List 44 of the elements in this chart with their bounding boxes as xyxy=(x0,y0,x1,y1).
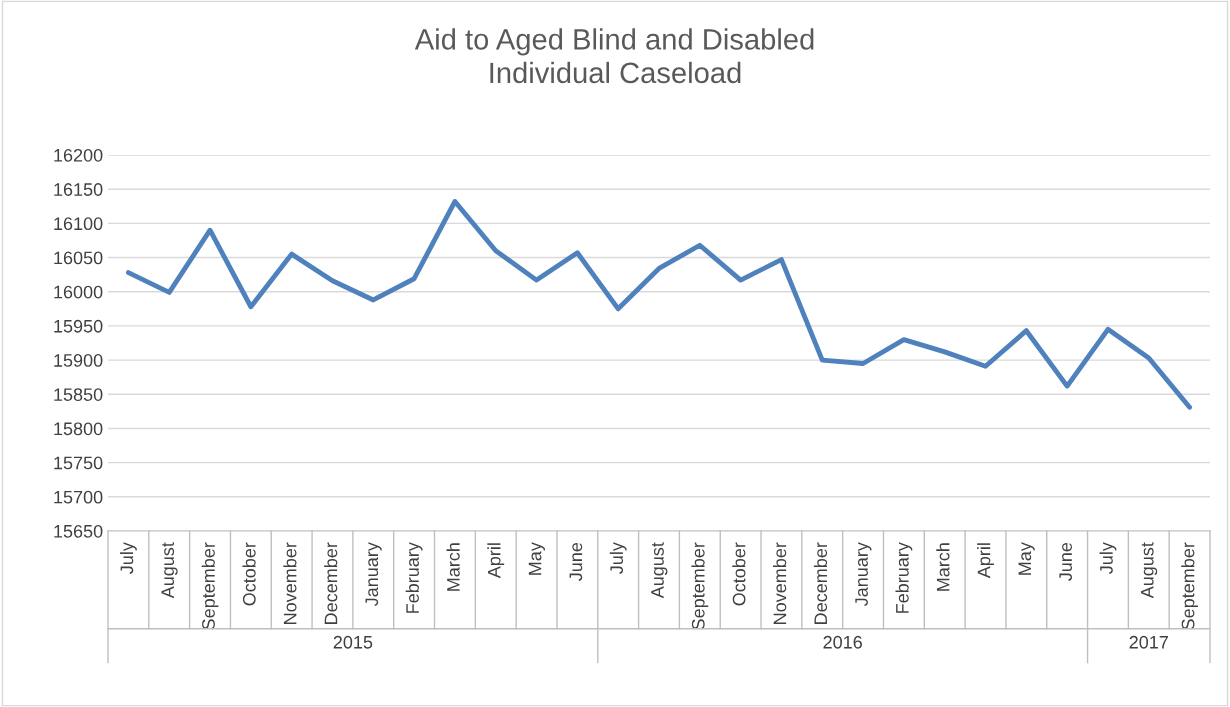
x-tick-label: August xyxy=(651,542,668,599)
x-tick-label: December xyxy=(324,542,338,624)
text: 2016 xyxy=(823,635,862,649)
y-tick-label: 15650 xyxy=(54,524,103,538)
text: 2015 xyxy=(333,635,373,649)
y-tick-label: 15900 xyxy=(54,354,103,367)
x-tick-label: September xyxy=(201,542,219,630)
x-tick-label: November xyxy=(283,542,297,624)
chart-title: Aid to Aged Blind and Disabled Individual Caseload xyxy=(414,28,814,84)
line-series xyxy=(125,199,1193,410)
x-tick-label: January xyxy=(855,542,872,607)
x-tick-label: May xyxy=(528,542,545,575)
y-tick-label: 16150 xyxy=(54,183,103,196)
x-tick-label: April xyxy=(977,543,994,579)
y-tick-label: 16100 xyxy=(54,217,103,231)
y-tick-label: 15850 xyxy=(54,388,103,401)
x-tick-label: May xyxy=(1018,542,1035,575)
x-tick-label: January xyxy=(365,542,382,607)
y-tick-label: 15700 xyxy=(54,490,103,504)
x-tick-label: April xyxy=(487,543,505,579)
y-tick-label: 15950 xyxy=(54,319,103,333)
x-tick-label: September xyxy=(1181,542,1199,630)
x-tick-label: March xyxy=(936,543,950,591)
x-tick-label: October xyxy=(732,542,746,606)
x-tick-label: August xyxy=(161,542,178,599)
x-tick-label: October xyxy=(242,542,256,606)
x-tick-label: July xyxy=(1099,542,1117,574)
x-tick-label: February xyxy=(405,542,423,613)
y-tick-label: 16000 xyxy=(54,285,103,299)
y-tick-label: 16050 xyxy=(54,251,103,265)
y-tick-label: 16200 xyxy=(54,148,103,162)
x-tick-label: November xyxy=(773,542,787,624)
x-tick-label: August xyxy=(1141,542,1158,599)
x-tick-label: June xyxy=(569,542,583,581)
x-tick-label: September xyxy=(691,542,709,630)
x-tick-label: December xyxy=(813,542,828,624)
x-tick-label: July xyxy=(609,542,627,574)
y-tick-label: 15750 xyxy=(54,456,103,470)
x-tick-label: February xyxy=(895,542,913,613)
y-tick-label: 15800 xyxy=(54,422,103,436)
x-tick-label: July xyxy=(119,542,137,574)
text: 2017 xyxy=(1129,635,1168,649)
x-tick-label: June xyxy=(1059,542,1072,581)
x-tick-label: March xyxy=(446,543,460,591)
